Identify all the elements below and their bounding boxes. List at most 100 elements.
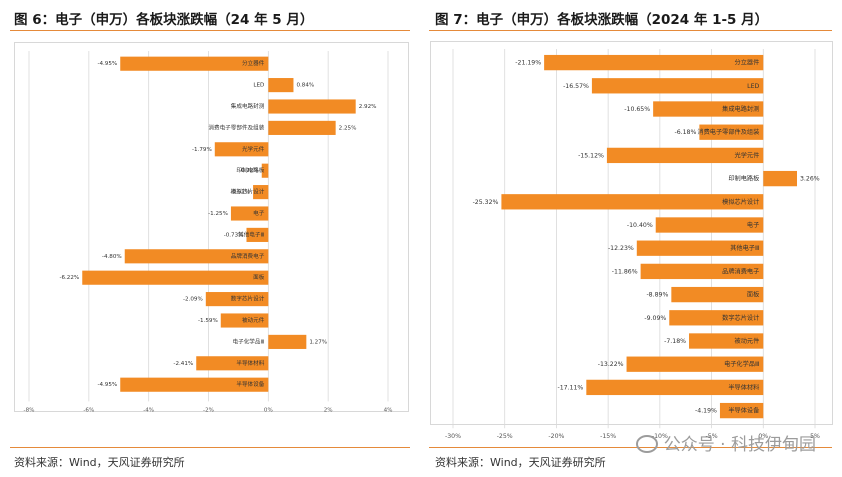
right-category-label: 半导体材料 — [728, 383, 759, 391]
right-value-label: -25.32% — [473, 199, 499, 206]
right-x-tick-label: -20% — [548, 433, 564, 440]
right-category-label: 电子化学品Ⅲ — [724, 360, 759, 368]
right-bar-chart: -30% -25% -20% -15% -10% -5% 0% 5% 分立器件 -21.19% LE… — [445, 49, 820, 440]
right-category-label: 电子 — [747, 221, 759, 229]
right-x-tick-label: -30% — [445, 433, 461, 440]
right-chart-panel: 图 7：电子（申万）各板块涨跌幅（2024 年 1-5 月） -30% -25% -… — [421, 0, 842, 477]
right-category-label: 集成电路封测 — [722, 105, 759, 113]
right-bar — [636, 240, 764, 256]
right-category-label: 半导体设备 — [728, 407, 760, 415]
right-top-rule — [429, 30, 832, 31]
left-category-label: 数字芯片设计 — [231, 295, 265, 303]
right-value-label: -7.18% — [664, 338, 686, 345]
left-category-label: LED — [253, 83, 264, 89]
watermark-text: 公众号 · 科技伊甸园 — [663, 435, 816, 455]
left-value-label: -2.41% — [173, 361, 193, 367]
left-category-label: 分立器件 — [242, 59, 265, 67]
left-bar — [261, 163, 269, 178]
right-bar — [671, 286, 764, 303]
left-x-tick-label: -6% — [83, 407, 94, 413]
right-value-label: -10.65% — [624, 106, 650, 113]
right-x-tick-label: 0% — [758, 433, 768, 440]
right-x-tick-label: 5% — [810, 433, 820, 440]
left-source-note: 资料来源：Wind，天风证券研究所 — [14, 456, 185, 469]
left-chart-title: 图 6：电子（申万）各板块涨跌幅（24 年 5 月） — [14, 12, 314, 28]
left-category-label: 半导体设备 — [236, 380, 264, 388]
right-x-tick-label: -10% — [652, 433, 668, 440]
left-value-label: -0.73% — [224, 232, 244, 238]
left-value-label: -1.79% — [192, 147, 212, 153]
right-category-label: 印制电路板 — [728, 175, 759, 183]
left-x-tick-label: -4% — [143, 407, 154, 413]
left-chart-area: -8% -6% -4% -2% 0% 2% 4% 分立器件 -4.95% LED 0.84% 集成电路… — [14, 42, 409, 413]
left-bar — [268, 78, 294, 93]
left-bar — [124, 249, 269, 264]
left-bar — [230, 206, 269, 221]
left-value-label: -4.95% — [97, 382, 117, 388]
right-bar — [544, 54, 764, 71]
right-category-label: 其他电子Ⅲ — [730, 244, 759, 252]
right-category-label: 被动元件 — [735, 337, 760, 345]
left-category-label: 电子 — [253, 209, 265, 217]
left-value-label: -1.25% — [208, 211, 228, 217]
left-category-label: 被动元件 — [242, 316, 265, 324]
right-value-label: -15.12% — [578, 152, 604, 159]
left-x-tick-label: 4% — [384, 407, 393, 413]
watermark: 公众号 · 科技伊甸园 — [635, 430, 816, 455]
left-value-label: -0.22% — [239, 168, 259, 174]
right-bar — [606, 147, 764, 164]
left-bar — [268, 99, 356, 114]
right-x-tick-label: -25% — [497, 433, 513, 440]
left-bar — [120, 56, 269, 71]
right-bar — [699, 124, 764, 140]
right-category-label: LED — [747, 83, 759, 90]
left-category-label: 电子化学品Ⅲ — [233, 337, 265, 345]
left-bar — [196, 356, 269, 371]
left-value-label: -0.51% — [230, 190, 250, 196]
wechat-icon — [635, 435, 658, 453]
right-value-label: -21.19% — [515, 60, 541, 67]
left-value-label: -2.09% — [183, 297, 203, 303]
right-chart-area: -30% -25% -20% -15% -10% -5% 0% 5% 分立器件 -21.19% LE… — [430, 41, 833, 440]
right-x-tick-label: -5% — [706, 433, 718, 440]
right-category-label: 数字芯片设计 — [722, 314, 759, 322]
left-bar — [220, 313, 269, 328]
right-bottom-rule — [429, 447, 832, 448]
right-category-label: 面板 — [747, 291, 759, 299]
left-value-label: 0.84% — [296, 83, 314, 89]
left-bar-chart: -8% -6% -4% -2% 0% 2% 4% 分立器件 -4.95% LED 0.84% 集成电路… — [24, 51, 393, 413]
right-bar — [719, 402, 764, 419]
right-bar — [669, 310, 764, 326]
left-x-tick-label: -2% — [203, 407, 214, 413]
left-category-label: 半导体材料 — [236, 359, 264, 367]
right-category-label: 光学元件 — [735, 151, 760, 159]
right-value-label: -16.57% — [563, 83, 589, 90]
right-category-label: 模拟芯片设计 — [722, 198, 759, 206]
left-value-label: -4.80% — [102, 254, 122, 260]
left-category-label: 其他电子Ⅲ — [238, 230, 264, 238]
right-bar — [591, 78, 764, 94]
left-bottom-rule — [10, 447, 410, 448]
right-value-label: -17.11% — [557, 384, 583, 391]
right-bar — [763, 170, 798, 187]
left-bar — [120, 377, 269, 392]
left-category-label: 消费电子零部件及组装 — [208, 123, 264, 131]
right-value-label: -11.86% — [612, 268, 638, 275]
left-value-label: -1.59% — [198, 318, 218, 324]
right-value-label: -4.19% — [695, 408, 717, 415]
right-bar — [640, 263, 764, 280]
left-value-label: 2.25% — [339, 125, 357, 131]
right-value-label: -8.89% — [646, 292, 668, 299]
left-bar — [205, 292, 269, 307]
left-value-label: 2.92% — [359, 104, 377, 110]
right-value-label: -13.22% — [598, 361, 624, 368]
right-bar — [689, 333, 764, 349]
right-x-tick-label: -15% — [600, 433, 616, 440]
left-x-tick-label: 2% — [324, 407, 333, 413]
left-bar — [214, 142, 269, 157]
left-chart-panel: 图 6：电子（申万）各板块涨跌幅（24 年 5 月） -8% -6% -4% -2% 0… — [0, 0, 420, 477]
right-value-label: -9.09% — [644, 315, 666, 322]
right-value-label: -10.40% — [627, 222, 653, 229]
left-value-label: 1.27% — [309, 339, 327, 345]
left-value-label: -4.95% — [97, 61, 117, 67]
